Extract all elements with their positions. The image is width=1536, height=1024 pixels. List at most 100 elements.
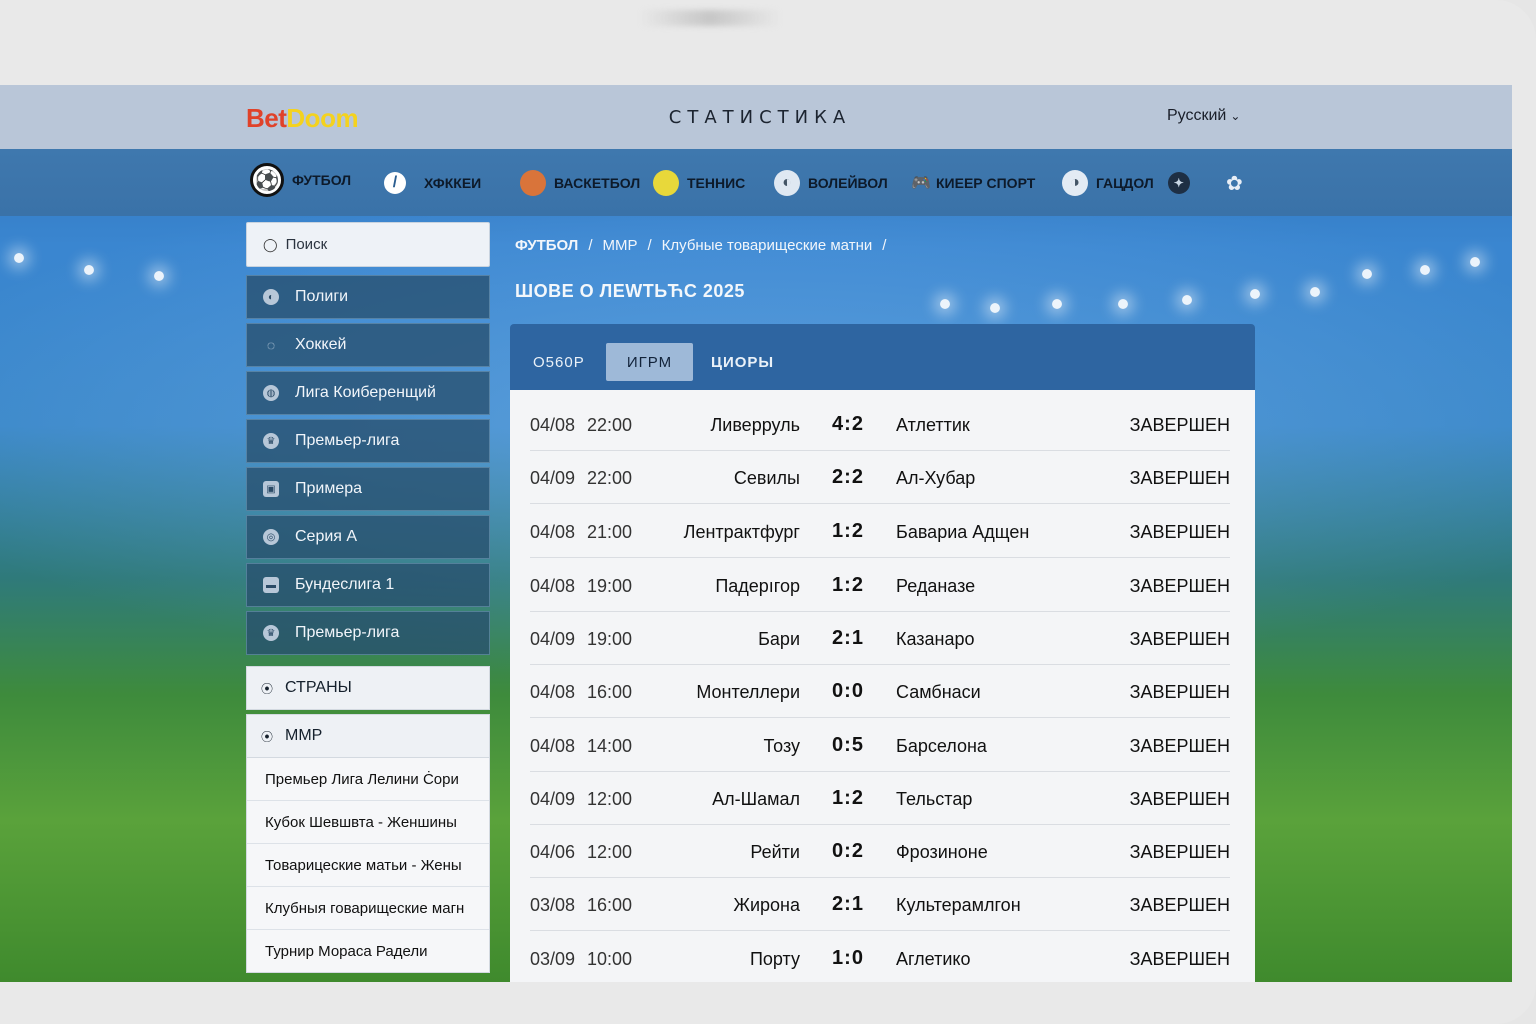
sidebar-league-item[interactable]: ▬ Бундеслига 1 <box>246 563 490 607</box>
tab-overview[interactable]: О560Р <box>533 353 585 371</box>
league-label: Хоккей <box>295 336 347 353</box>
match-row[interactable]: 04/09 22:00 Севилы 2:2 Ал-Хубар ЗАВЕРШЕН <box>530 451 1230 504</box>
sport-label: ФУТБОЛ <box>292 172 352 188</box>
search-input[interactable]: ◯ Поиск <box>246 222 490 267</box>
breadcrumb-item[interactable]: ФУТБОЛ <box>515 237 579 254</box>
gamepad-icon: 🎮 <box>911 175 931 192</box>
away-team: Самбнаси <box>896 682 981 702</box>
language-selector[interactable]: Русский ⌄ <box>1167 107 1240 125</box>
tabs-bar: О560Р ИГРМ ЦИОРЫ <box>510 324 1255 390</box>
home-team: Тозу <box>763 736 800 756</box>
match-row[interactable]: 04/08 16:00 Монтеллери 0:0 Самбнаси ЗАВЕРШЕН <box>530 665 1230 718</box>
match-date: 03/08 <box>530 895 576 915</box>
target-icon: ⦿ <box>261 729 274 744</box>
sport-tab-basketball[interactable]: ВАСКЕТБОЛ <box>520 167 640 199</box>
sport-tab-tennis[interactable]: ТЕННИС <box>653 167 745 199</box>
sport-label: ГАЦДОЛ <box>1096 175 1154 191</box>
match-row[interactable]: 04/06 12:00 Рейти 0:2 Фрозиноне ЗАВЕРШЕН <box>530 825 1230 878</box>
tournament-item[interactable]: Клубныя говарищеские магн <box>247 887 489 930</box>
breadcrumb-item[interactable]: ММР <box>602 237 638 254</box>
match-status: ЗАВЕРШЕН <box>1129 415 1230 435</box>
logo-text-doom: Doom <box>286 103 359 133</box>
home-team: Ал-Шамал <box>712 789 800 809</box>
home-team: Монтеллери <box>696 682 800 702</box>
match-row[interactable]: 04/08 21:00 Лентрактфург 1:2 Бавариа Адщен ЗА… <box>530 505 1230 558</box>
match-time: 12:00 <box>587 789 633 809</box>
match-time: 16:00 <box>587 682 633 702</box>
match-row[interactable]: 04/08 22:00 Ливерруль 4:2 Атлеттик ЗАВЕРШЕН <box>530 398 1230 451</box>
home-team: Жирона <box>733 895 800 915</box>
premier-league-icon: ♛ <box>263 433 279 449</box>
away-team: Барселона <box>896 736 987 756</box>
sidebar-league-item[interactable]: ◍ Лига Коиберенщий <box>246 371 490 415</box>
tennis-ball-icon <box>653 170 679 196</box>
sidebar-league-item[interactable]: ◐ Полиги <box>246 275 490 319</box>
match-time: 12:00 <box>587 842 633 862</box>
match-row[interactable]: 03/08 16:00 Жирона 2:1 Культерамлгон ЗАВЕРШЕН <box>530 878 1230 931</box>
league-label: Примера <box>295 480 363 497</box>
sidebar-league-item[interactable]: ♛ Премьер-лига <box>246 611 490 655</box>
match-score: 0:5 <box>832 734 864 756</box>
away-team: Аглетико <box>896 949 971 969</box>
countries-label: СТРАНЫ <box>285 679 352 696</box>
tournament-item[interactable]: Турнир Мораса Радели <box>265 943 428 960</box>
match-time: 22:00 <box>587 415 633 435</box>
match-time: 10:00 <box>587 949 633 969</box>
match-date: 04/09 <box>530 629 576 649</box>
match-time: 19:00 <box>587 629 633 649</box>
match-row[interactable]: 04/08 19:00 Падерıгор 1:2 Реданазе ЗАВЕРШЕН <box>530 559 1230 612</box>
countries-section[interactable]: ⦿ СТРАНЫ <box>246 666 490 710</box>
sport-tab-football[interactable]: ⚽ ФУТБОЛ <box>250 163 352 197</box>
match-time: 21:00 <box>587 522 633 542</box>
match-date: 04/08 <box>530 736 576 756</box>
target-icon: ⦿ <box>261 681 274 696</box>
match-date: 04/08 <box>530 576 576 596</box>
away-team: Фрозиноне <box>896 842 988 862</box>
mmp-section[interactable]: ⦿ ММР <box>246 714 490 758</box>
sport-tab-hockey[interactable]: / ХФККЕИ <box>384 167 481 199</box>
breadcrumb-separator: / <box>647 237 652 254</box>
hockey-stick-icon: / <box>384 172 406 194</box>
tournament-item[interactable]: Товарицеские матьи - Жены <box>247 844 489 887</box>
sidebar-league-item[interactable]: ◎ Серия А <box>246 515 490 559</box>
match-row[interactable]: 04/08 14:00 Тозу 0:5 Барселона ЗАВЕРШЕН <box>530 719 1230 772</box>
camera-glare <box>640 10 780 26</box>
sport-tab-volleyball[interactable]: ◐ ВОЛЕЙВОЛ <box>774 167 888 199</box>
sports-nav: ⚽ ФУТБОЛ / ХФККЕИ ВАСКЕТБОЛ ТЕННИС ◐ ВОЛ… <box>0 149 1512 216</box>
match-score: 1:2 <box>832 787 864 809</box>
tournament-list: Премьер Лига Лелини Ċори Кубок Шевшвта -… <box>246 757 490 973</box>
bundesliga-icon: ▬ <box>263 577 279 593</box>
home-team: Ливерруль <box>710 415 800 435</box>
sidebar-league-item[interactable]: ♛ Премьер-лига <box>246 419 490 463</box>
sport-label: ХФККЕИ <box>424 175 482 191</box>
match-status: ЗАВЕРШЕН <box>1129 736 1230 756</box>
match-row[interactable]: 04/09 19:00 Бари 2:1 Казанаро ЗАВЕРШЕН <box>530 612 1230 665</box>
sidebar-league-item[interactable]: ◌ Хоккей <box>246 323 490 367</box>
sport-tab-handball[interactable]: ◑ ГАЦДОЛ ✦ <box>1062 167 1198 199</box>
search-placeholder: Поиск <box>285 236 328 253</box>
sidebar-league-item[interactable]: ▣ Примера <box>246 467 490 511</box>
match-score: 1:2 <box>832 520 864 542</box>
more-sports-icon[interactable]: ✿ <box>1226 171 1243 195</box>
hockey-icon: ◌ <box>266 337 276 353</box>
search-icon: ◯ <box>263 236 278 252</box>
premier-league-icon: ♛ <box>263 625 279 641</box>
away-team: Тельстар <box>896 789 973 809</box>
tournament-item[interactable]: Премьер Лига Лелини Ċори <box>247 758 489 801</box>
sport-tab-esport[interactable]: 🎮 КИЕЕР СПОРТ <box>908 167 1035 199</box>
match-row[interactable]: 04/09 12:00 Ал-Шамал 1:2 Тельстар ЗАВЕРШЕН <box>530 772 1230 825</box>
tab-standings[interactable]: ЦИОРЫ <box>711 353 775 371</box>
season-title: ШОВЕ О ЛЕWТЬЋС 2025 <box>515 281 745 301</box>
betdoom-logo[interactable]: BetDoom <box>246 103 359 134</box>
tab-games[interactable]: ИГРМ <box>606 343 693 381</box>
away-team: Реданазе <box>896 576 976 596</box>
tournament-item[interactable]: Кубок Шевшвта - Женшины <box>247 801 489 844</box>
badge-icon: ✦ <box>1167 172 1190 194</box>
breadcrumb-separator: / <box>882 237 887 254</box>
match-row[interactable]: 03/09 10:00 Порту 1:0 Аглетико ЗАВЕРШЕН <box>530 932 1230 982</box>
match-score: 0:0 <box>832 680 864 702</box>
breadcrumb-item[interactable]: Клубные товарищеские матни <box>661 237 873 254</box>
league-label: Лига Коиберенщий <box>295 384 436 401</box>
volleyball-icon: ◐ <box>774 170 800 196</box>
